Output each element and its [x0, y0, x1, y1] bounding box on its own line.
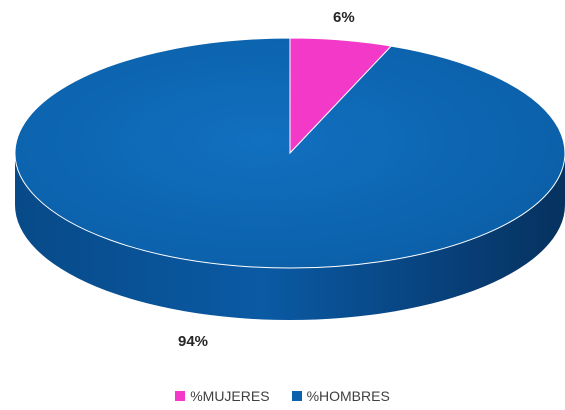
- legend-label-hombres: %HOMBRES: [306, 388, 390, 404]
- data-label-mujeres: 6%: [333, 9, 355, 26]
- legend-item-mujeres: %MUJERES: [175, 388, 270, 404]
- legend-label-mujeres: %MUJERES: [190, 388, 270, 404]
- legend: %MUJERES %HOMBRES: [0, 388, 565, 404]
- legend-swatch-hombres: [291, 391, 302, 401]
- legend-item-hombres: %HOMBRES: [291, 388, 390, 404]
- pie-slice-hombres: [14, 37, 565, 269]
- legend-swatch-mujeres: [175, 391, 186, 401]
- pie-side-hombres: [15, 153, 565, 320]
- data-label-hombres: 94%: [178, 333, 209, 350]
- pie-chart: [14, 37, 565, 320]
